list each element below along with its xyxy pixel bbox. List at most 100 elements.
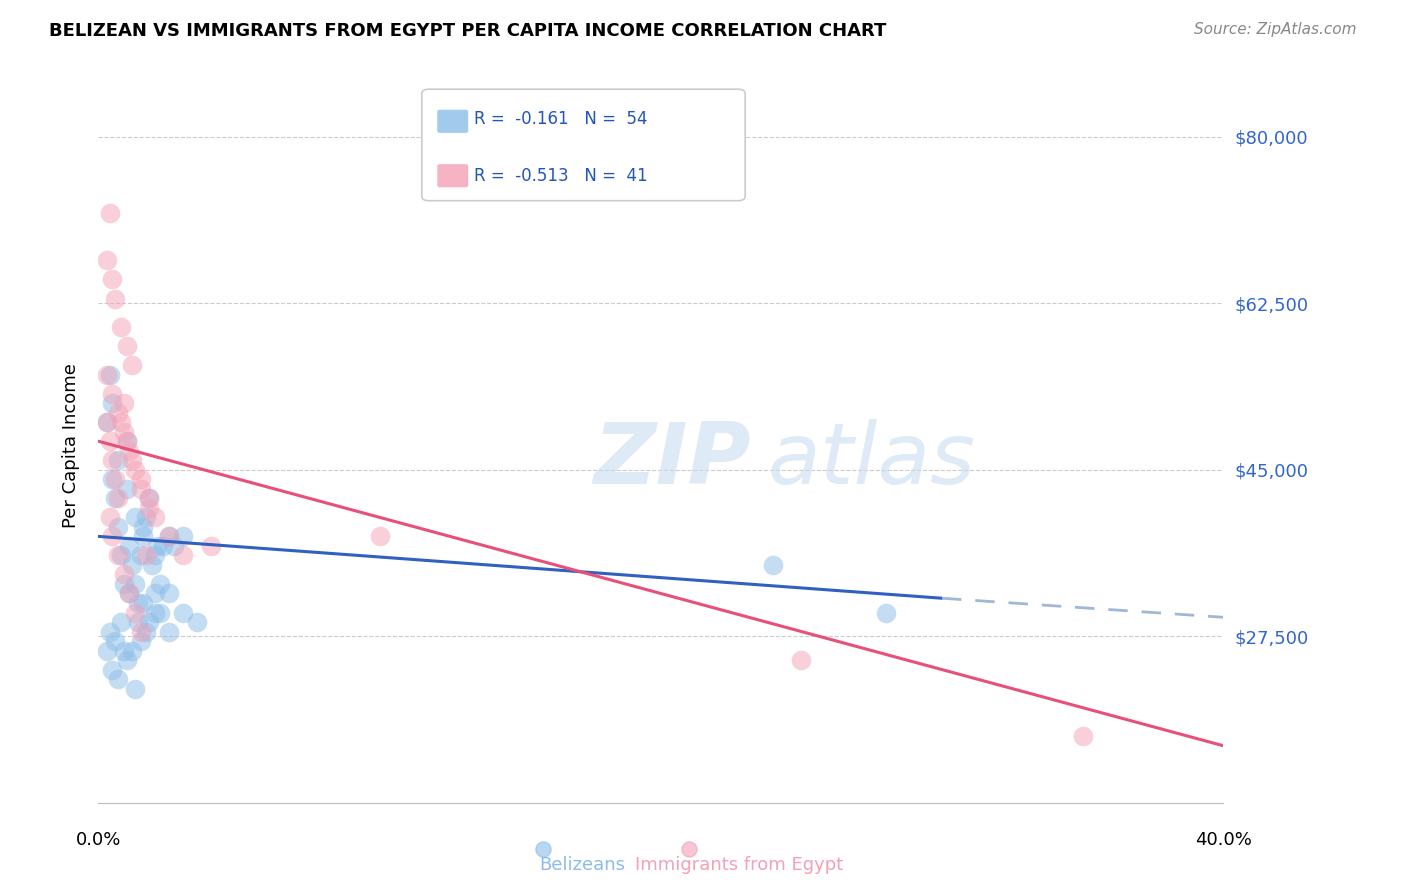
Point	[146, 539, 169, 553]
Point	[104, 491, 127, 506]
Point	[107, 406, 129, 420]
Point	[138, 491, 160, 506]
Point	[124, 606, 146, 620]
Point	[110, 549, 132, 563]
Point	[875, 606, 897, 620]
Point	[101, 386, 124, 401]
Point	[115, 653, 138, 667]
Point	[143, 510, 166, 524]
Point	[110, 615, 132, 629]
Point	[98, 368, 121, 382]
Point	[186, 615, 208, 629]
Point	[107, 453, 129, 467]
Text: 40.0%: 40.0%	[1195, 831, 1251, 849]
Point	[1198, 891, 1220, 892]
Point	[129, 549, 152, 563]
Y-axis label: Per Capita Income: Per Capita Income	[62, 364, 80, 528]
Point	[157, 529, 180, 543]
Point	[101, 396, 124, 410]
Point	[121, 643, 143, 657]
Point	[96, 415, 118, 429]
Point	[101, 453, 124, 467]
Point	[115, 339, 138, 353]
Point	[152, 539, 174, 553]
Point	[115, 434, 138, 449]
Point	[118, 539, 141, 553]
Text: ZIP: ZIP	[593, 418, 751, 502]
Point	[96, 368, 118, 382]
Point	[107, 491, 129, 506]
Point	[172, 606, 194, 620]
Point	[124, 463, 146, 477]
Point	[172, 529, 194, 543]
Point	[115, 482, 138, 496]
Text: R =  -0.513   N =  41: R = -0.513 N = 41	[474, 167, 647, 185]
Point	[790, 653, 813, 667]
Text: BELIZEAN VS IMMIGRANTS FROM EGYPT PER CAPITA INCOME CORRELATION CHART: BELIZEAN VS IMMIGRANTS FROM EGYPT PER CA…	[49, 22, 887, 40]
Point	[172, 549, 194, 563]
Point	[104, 292, 127, 306]
Point	[138, 615, 160, 629]
Point	[110, 320, 132, 334]
Point	[124, 577, 146, 591]
Point	[96, 253, 118, 268]
Point	[98, 206, 121, 220]
Point	[129, 634, 152, 648]
Point	[104, 472, 127, 486]
Point	[1071, 729, 1094, 743]
Text: R =  -0.161   N =  54: R = -0.161 N = 54	[474, 110, 647, 128]
Point	[118, 586, 141, 600]
Point	[163, 539, 186, 553]
Point	[118, 586, 141, 600]
Point	[112, 643, 135, 657]
Point	[101, 529, 124, 543]
Point	[149, 606, 172, 620]
Point	[115, 434, 138, 449]
Point	[98, 434, 121, 449]
Point	[135, 510, 157, 524]
Point	[127, 615, 149, 629]
Point	[118, 443, 141, 458]
Point	[107, 520, 129, 534]
Point	[129, 624, 152, 639]
Point	[96, 643, 118, 657]
Point	[143, 549, 166, 563]
Point	[101, 272, 124, 286]
Point	[135, 549, 157, 563]
Point	[121, 558, 143, 572]
Point	[98, 510, 121, 524]
Point	[762, 558, 785, 572]
Point	[143, 606, 166, 620]
Point	[107, 672, 129, 686]
Point	[200, 539, 222, 553]
Point	[104, 634, 127, 648]
Point	[121, 453, 143, 467]
Point	[132, 520, 155, 534]
Point	[96, 415, 118, 429]
Point	[157, 624, 180, 639]
Point	[368, 529, 391, 543]
Point	[157, 529, 180, 543]
Point	[135, 624, 157, 639]
Point	[129, 472, 152, 486]
Text: atlas: atlas	[768, 418, 976, 502]
Point	[143, 586, 166, 600]
Text: Belizeans: Belizeans	[538, 856, 626, 874]
Point	[124, 681, 146, 696]
Point	[132, 596, 155, 610]
Point	[112, 577, 135, 591]
Point	[110, 415, 132, 429]
Point	[149, 577, 172, 591]
Point	[141, 558, 163, 572]
Point	[101, 663, 124, 677]
Point	[112, 567, 135, 582]
Point	[129, 482, 152, 496]
Point	[107, 549, 129, 563]
Point	[127, 596, 149, 610]
Point	[112, 425, 135, 439]
Point	[157, 586, 180, 600]
Point	[132, 529, 155, 543]
Point	[138, 491, 160, 506]
Point	[98, 624, 121, 639]
Point	[121, 358, 143, 372]
